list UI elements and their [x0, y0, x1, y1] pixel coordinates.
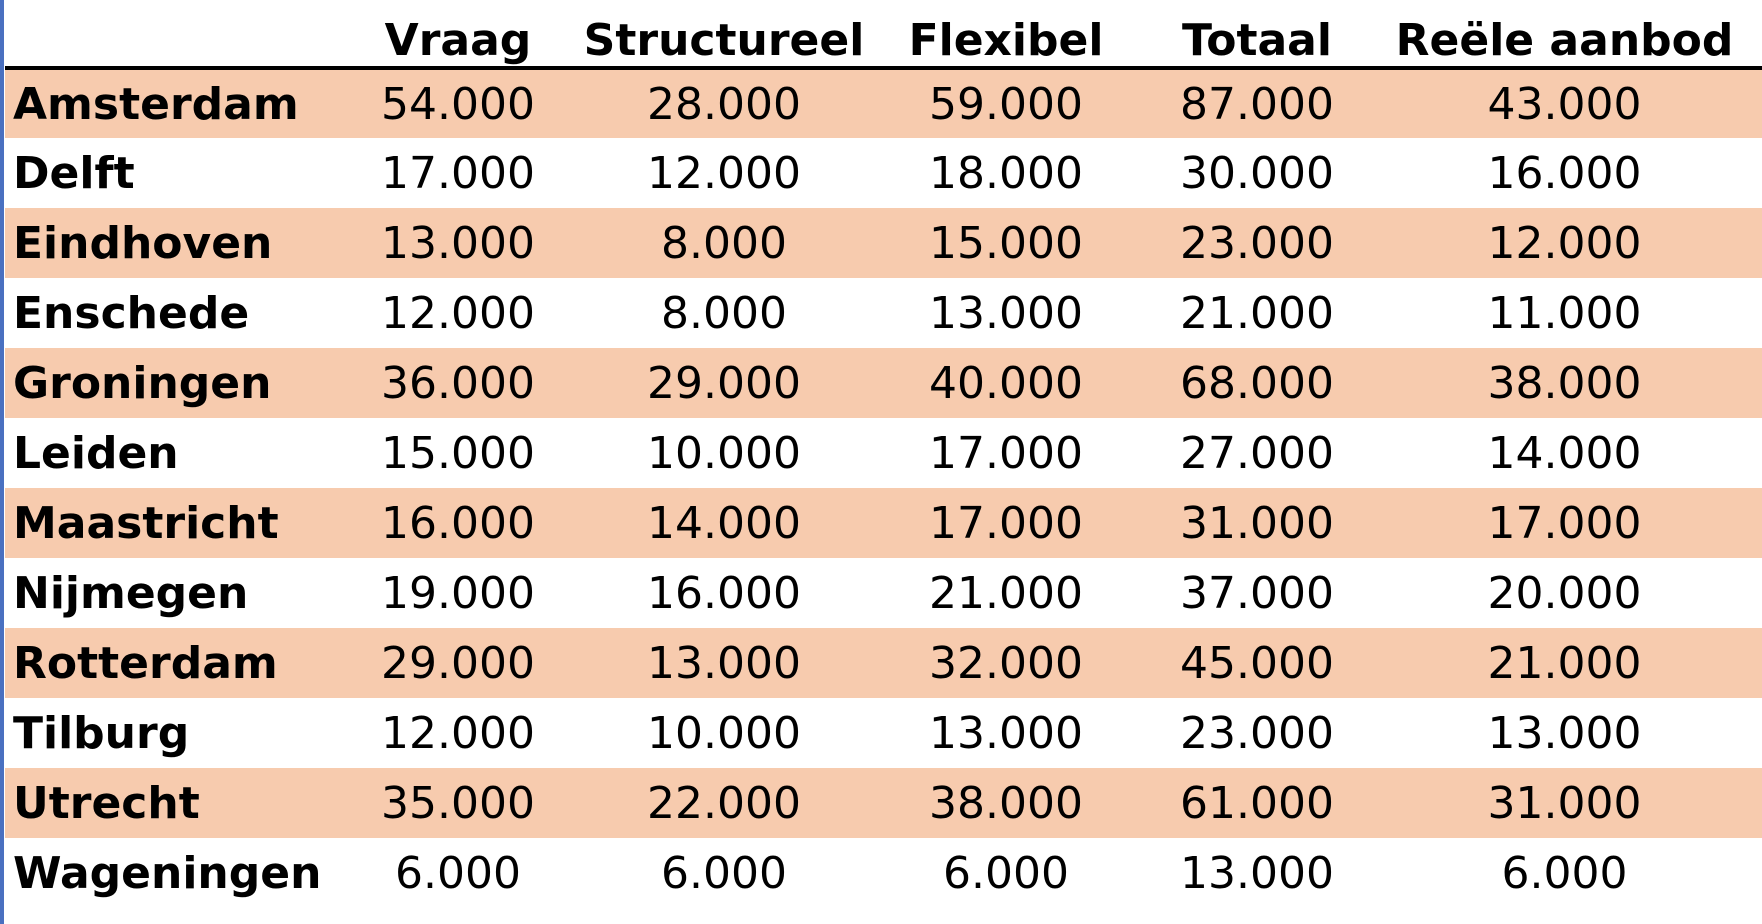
header-row: Vraag Structureel Flexibel Totaal Reële … — [5, 0, 1762, 70]
cell-city: Leiden — [13, 427, 179, 479]
cell-flexibel: 17.000 — [929, 497, 1083, 549]
cell-reele-aanbod: 6.000 — [1501, 847, 1628, 899]
cell-reele-aanbod: 17.000 — [1487, 497, 1642, 549]
header-totaal: Totaal — [1147, 0, 1367, 70]
table-row: Enschede 12.000 8.000 13.000 21.000 11.000 — [5, 278, 1762, 348]
header-structureel: Structureel — [583, 0, 865, 70]
cell-vraag: 54.000 — [381, 78, 535, 130]
cell-totaal: 23.000 — [1180, 707, 1334, 759]
cell-vraag: 15.000 — [381, 427, 535, 479]
left-edge-border — [0, 0, 4, 924]
table-row: Leiden 15.000 10.000 17.000 27.000 14.000 — [5, 418, 1762, 488]
table-row: Tilburg 12.000 10.000 13.000 23.000 13.000 — [5, 698, 1762, 768]
cell-reele-aanbod: 38.000 — [1487, 357, 1642, 409]
cell-vraag: 29.000 — [381, 637, 535, 689]
cell-vraag: 19.000 — [381, 567, 535, 619]
cell-structureel: 22.000 — [647, 777, 801, 829]
cell-flexibel: 59.000 — [929, 78, 1083, 130]
cell-vraag: 12.000 — [381, 287, 535, 339]
cell-structureel: 10.000 — [647, 427, 801, 479]
cell-totaal: 27.000 — [1180, 427, 1334, 479]
header-vraag: Vraag — [333, 0, 583, 70]
cell-totaal: 21.000 — [1180, 287, 1334, 339]
cell-city: Tilburg — [13, 707, 190, 759]
cell-vraag: 16.000 — [381, 497, 535, 549]
cell-vraag: 13.000 — [381, 217, 535, 269]
cell-reele-aanbod: 11.000 — [1487, 287, 1642, 339]
cell-flexibel: 13.000 — [929, 287, 1083, 339]
cell-flexibel: 21.000 — [929, 567, 1083, 619]
cell-city: Maastricht — [13, 497, 279, 549]
cell-structureel: 13.000 — [647, 637, 801, 689]
cell-flexibel: 40.000 — [929, 357, 1083, 409]
cell-reele-aanbod: 21.000 — [1487, 637, 1642, 689]
cell-structureel: 12.000 — [647, 147, 801, 199]
cell-city: Utrecht — [13, 777, 200, 829]
cell-structureel: 29.000 — [647, 357, 801, 409]
cell-flexibel: 38.000 — [929, 777, 1083, 829]
cell-totaal: 61.000 — [1180, 777, 1334, 829]
cell-city: Eindhoven — [13, 217, 273, 269]
table-row: Eindhoven 13.000 8.000 15.000 23.000 12.000 — [5, 208, 1762, 278]
cell-structureel: 8.000 — [661, 287, 787, 339]
cell-reele-aanbod: 43.000 — [1487, 78, 1642, 130]
table-row: Maastricht 16.000 14.000 17.000 31.000 17.000 — [5, 488, 1762, 558]
cell-totaal: 68.000 — [1180, 357, 1334, 409]
table-row: Delft 17.000 12.000 18.000 30.000 16.000 — [5, 138, 1762, 208]
cell-flexibel: 13.000 — [929, 707, 1083, 759]
cell-reele-aanbod: 12.000 — [1487, 217, 1642, 269]
cell-city: Rotterdam — [13, 637, 278, 689]
header-reele-aanbod: Reële aanbod — [1367, 0, 1762, 70]
table-row: Utrecht 35.000 22.000 38.000 61.000 31.000 — [5, 768, 1762, 838]
cell-flexibel: 6.000 — [943, 847, 1069, 899]
cell-city: Nijmegen — [13, 567, 249, 619]
cell-totaal: 87.000 — [1180, 78, 1334, 130]
cell-vraag: 17.000 — [381, 147, 535, 199]
header-city — [5, 0, 333, 70]
table-row: Amsterdam 54.000 28.000 59.000 87.000 43.000 — [5, 68, 1762, 138]
cell-flexibel: 32.000 — [929, 637, 1083, 689]
cell-reele-aanbod: 16.000 — [1487, 147, 1642, 199]
cell-flexibel: 17.000 — [929, 427, 1083, 479]
cell-totaal: 30.000 — [1180, 147, 1334, 199]
cell-reele-aanbod: 31.000 — [1487, 777, 1642, 829]
cell-structureel: 14.000 — [647, 497, 801, 549]
cell-totaal: 13.000 — [1180, 847, 1334, 899]
table-row: Wageningen 6.000 6.000 6.000 13.000 6.000 — [5, 838, 1762, 908]
cell-totaal: 37.000 — [1180, 567, 1334, 619]
cell-vraag: 35.000 — [381, 777, 535, 829]
table-row: Nijmegen 19.000 16.000 21.000 37.000 20.000 — [5, 558, 1762, 628]
cell-totaal: 45.000 — [1180, 637, 1334, 689]
cell-city: Wageningen — [13, 847, 322, 899]
data-table: Vraag Structureel Flexibel Totaal Reële … — [5, 0, 1762, 908]
cell-vraag: 6.000 — [395, 847, 521, 899]
table-row: Groningen 36.000 29.000 40.000 68.000 38.000 — [5, 348, 1762, 418]
cell-city: Groningen — [13, 357, 272, 409]
cell-city: Delft — [13, 147, 135, 199]
header-flexibel: Flexibel — [865, 0, 1147, 70]
cell-totaal: 31.000 — [1180, 497, 1334, 549]
cell-structureel: 16.000 — [647, 567, 801, 619]
table-body: Amsterdam 54.000 28.000 59.000 87.000 43.000 D… — [5, 68, 1762, 908]
cell-totaal: 23.000 — [1180, 217, 1334, 269]
cell-structureel: 28.000 — [647, 78, 801, 130]
cell-structureel: 6.000 — [661, 847, 787, 899]
cell-city: Amsterdam — [13, 78, 299, 130]
cell-structureel: 8.000 — [661, 217, 787, 269]
cell-city: Enschede — [13, 287, 250, 339]
cell-reele-aanbod: 14.000 — [1487, 427, 1642, 479]
cell-vraag: 36.000 — [381, 357, 535, 409]
cell-structureel: 10.000 — [647, 707, 801, 759]
cell-flexibel: 15.000 — [929, 217, 1083, 269]
cell-reele-aanbod: 13.000 — [1487, 707, 1642, 759]
cell-flexibel: 18.000 — [929, 147, 1083, 199]
cell-vraag: 12.000 — [381, 707, 535, 759]
table-row: Rotterdam 29.000 13.000 32.000 45.000 21.000 — [5, 628, 1762, 698]
cell-reele-aanbod: 20.000 — [1487, 567, 1642, 619]
